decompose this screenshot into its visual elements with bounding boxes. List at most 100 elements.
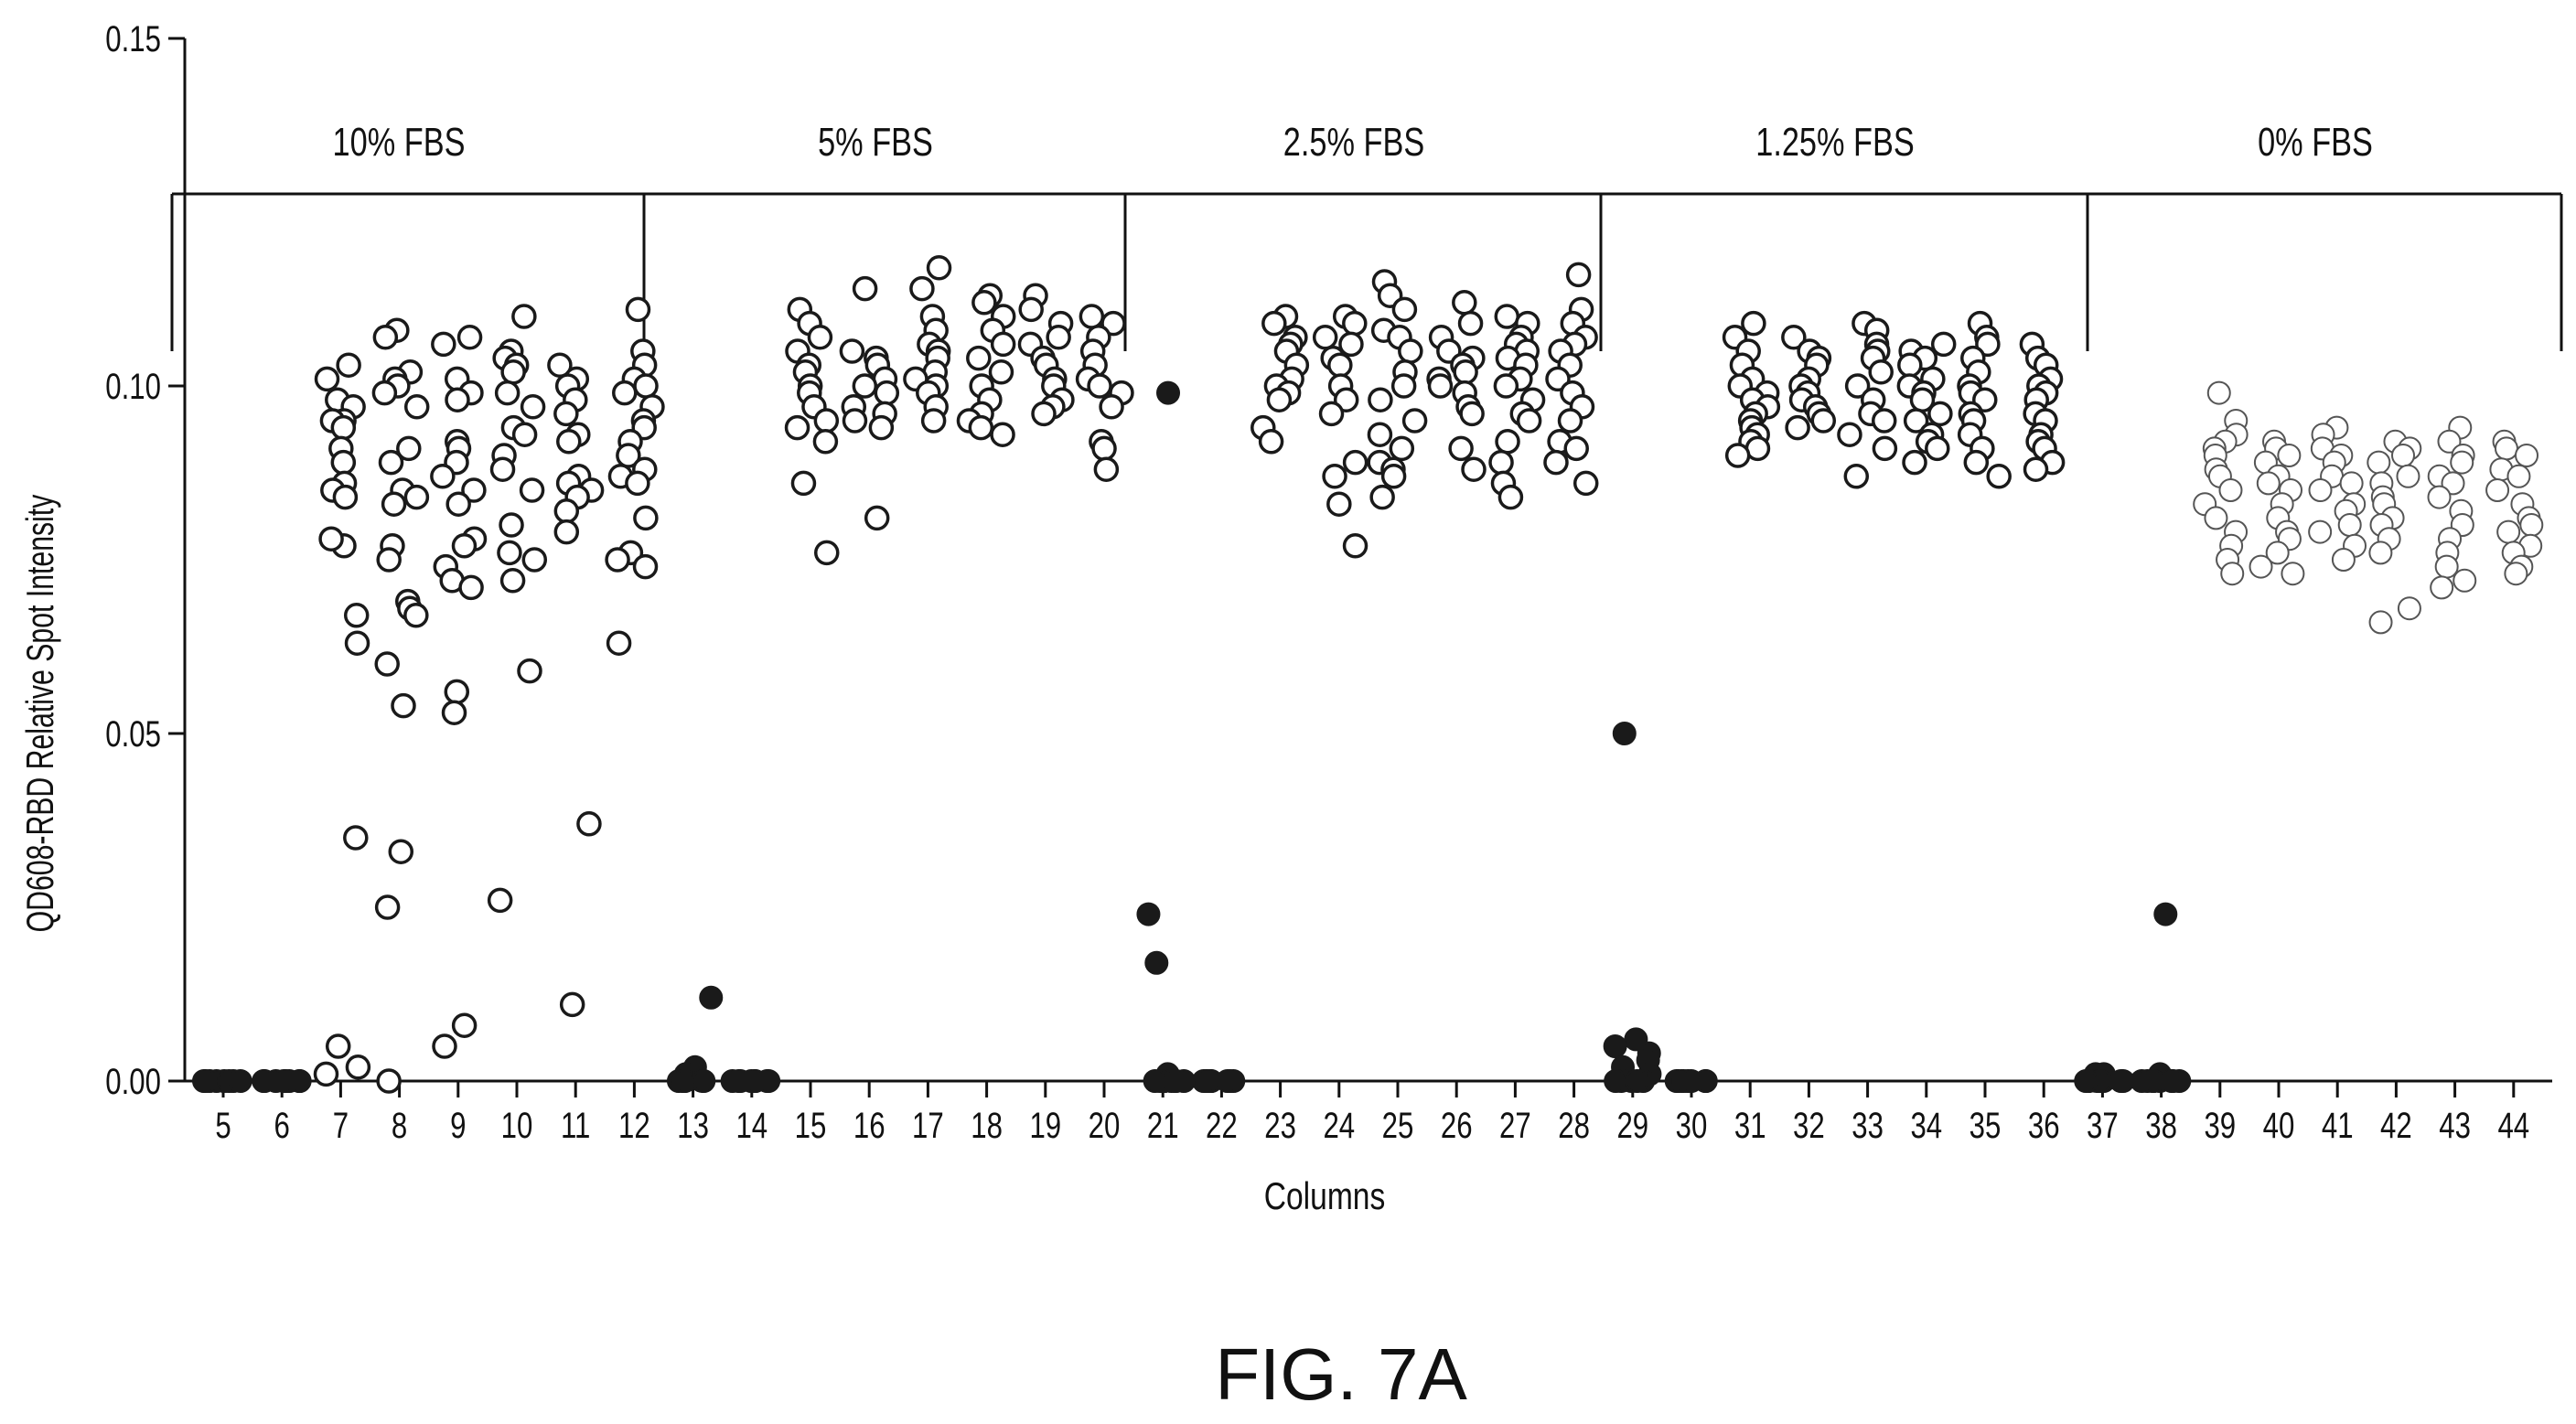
data-point-open [371,380,398,406]
data-point-open [1724,443,1751,468]
x-tick-label: 35 [1970,1105,2002,1146]
data-point-open [968,414,994,441]
x-tick-label: 32 [1793,1105,1825,1146]
data-point-open [511,422,538,447]
data-point-open [2204,506,2228,530]
data-point-filled [1679,1069,1703,1093]
data-point-open [376,547,402,573]
data-point-open [1843,464,1870,489]
data-point-open [2504,562,2528,586]
data-point-open [868,414,895,441]
data-point-open [1543,449,1569,476]
x-tick-label: 40 [2263,1105,2295,1146]
x-tick-label: 44 [2497,1105,2529,1146]
data-point-open [576,811,602,837]
data-point-open [633,373,659,399]
data-point-open [1493,373,1519,399]
data-point-open [451,1012,478,1038]
data-point-filled [193,1069,218,1093]
data-point-open [2485,478,2510,502]
data-point-open [487,887,513,914]
data-point-open [489,456,516,482]
data-point-open [381,491,407,517]
data-point-open [874,380,900,406]
data-point-open [445,387,470,412]
data-point-open [2281,562,2305,586]
x-tick-label: 21 [1147,1105,1179,1146]
data-point-open [378,449,404,476]
data-point-open [852,373,878,399]
data-point-open [553,519,580,545]
data-point-open [784,414,810,441]
x-tick-label: 7 [333,1105,349,1146]
data-point-filled [287,1069,312,1093]
data-point-open [511,304,537,329]
x-tick-label: 25 [1382,1105,1414,1146]
data-point-filled [1163,1069,1187,1093]
data-point-open [444,679,470,705]
data-point-open [625,470,650,497]
data-point-open [1368,387,1393,412]
data-point-open [520,394,546,420]
data-point-open [2265,541,2290,565]
figure-label: FIG. 7A [1215,1333,1467,1415]
data-point-open [1741,310,1766,337]
data-point-open [1563,435,1589,462]
data-point-filled [1215,1069,1240,1093]
data-point-open [1391,296,1418,323]
data-point-open [396,435,422,462]
data-point-open [1986,464,2012,489]
data-point-open [1872,435,1898,462]
data-point-open [1087,373,1112,399]
x-tick-label: 30 [1676,1105,1708,1146]
x-tick-label: 26 [1441,1105,1473,1146]
x-tick-label: 33 [1852,1105,1884,1146]
data-point-open [1497,484,1524,510]
x-tick-label: 5 [215,1105,231,1146]
data-point-open [1322,464,1347,489]
axes: 0.00 0.05 0.10 0.15 5 6 7 8 9 10 11 12 13 14 15 16 17 18 1… [105,18,2552,1146]
data-point-open [2256,471,2281,496]
data-point-open [494,380,521,406]
data-point-open [1091,435,1117,462]
x-tick-label: 31 [1734,1105,1766,1146]
data-point-open [2496,519,2521,544]
x-tick-label: 29 [1616,1105,1648,1146]
data-point-open [314,366,340,392]
y-tick-label: 0.15 [105,18,161,59]
data-point-open [2506,464,2531,488]
x-tick-label: 15 [795,1105,827,1146]
data-point-open [807,325,833,350]
y-tick-label: 0.10 [105,366,161,407]
data-point-open [625,296,651,323]
data-point-open [1258,429,1284,455]
data-point-open [790,470,817,497]
data-point-open [990,331,1016,358]
data-point-open [2339,471,2364,496]
data-point-open [605,547,630,573]
x-tick-label: 8 [392,1105,407,1146]
data-point-open [988,359,1014,385]
x-tick-label: 9 [450,1105,466,1146]
data-point-open [920,408,947,434]
data-point-open [926,255,952,281]
data-point-open [344,630,370,656]
data-point-open [1452,290,1477,316]
data-point-open [842,408,868,434]
data-point-open [812,429,839,455]
data-point-open [343,825,369,851]
data-point-open [2331,548,2356,572]
x-tick-label: 13 [677,1105,709,1146]
data-point-open [559,991,585,1018]
data-point-open [2277,444,2302,467]
data-point-open [1459,401,1485,427]
data-point-open [1963,449,1990,476]
x-tick-label: 34 [1910,1105,1942,1146]
data-point-open [1494,304,1520,329]
x-tick-label: 43 [2439,1105,2471,1146]
x-tick-label: 19 [1029,1105,1061,1146]
data-point-open [553,401,579,427]
data-point-open [325,1033,351,1059]
data-point-filled [1625,1069,1649,1093]
